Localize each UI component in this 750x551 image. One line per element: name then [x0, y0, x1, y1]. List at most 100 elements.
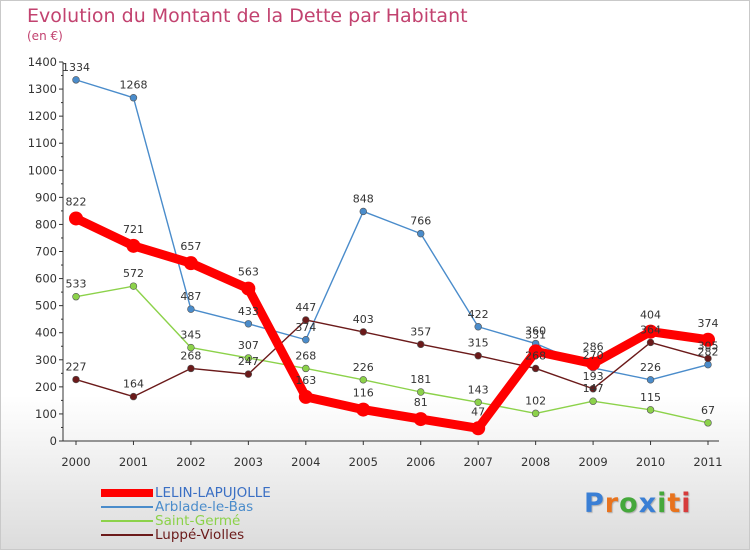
data-point — [302, 364, 310, 373]
data-point — [531, 364, 540, 373]
data-point — [72, 375, 80, 384]
data-point — [129, 392, 138, 401]
data-label: 433 — [238, 305, 259, 318]
y-tick-label: 700 — [35, 245, 57, 259]
logo-letter: x — [638, 488, 658, 519]
data-point — [474, 398, 482, 406]
x-tick-label: 2007 — [464, 455, 493, 469]
data-label: 331 — [525, 328, 546, 341]
data-point — [417, 388, 425, 396]
data-label: 226 — [353, 361, 374, 374]
data-label: 227 — [66, 361, 87, 374]
data-label: 315 — [468, 337, 489, 350]
legend-label: Arblade-le-Bas — [155, 499, 254, 515]
logo-letter: P — [584, 488, 605, 519]
y-tick-label: 200 — [35, 380, 57, 394]
series-line — [71, 213, 713, 433]
data-label: 268 — [180, 349, 201, 362]
series-saint-germ- — [72, 282, 712, 427]
chart-legend: LELIN-LAPUJOLLE Arblade-le-Bas Saint-Germé… — [101, 486, 271, 542]
data-point — [359, 328, 367, 336]
data-point — [298, 389, 313, 404]
y-tick-label: 1400 — [28, 55, 57, 69]
x-tick-label: 2000 — [61, 455, 90, 469]
data-point — [183, 256, 198, 271]
data-point — [589, 385, 597, 393]
chart-title: Evolution du Montant de la Dette par Hab… — [27, 5, 468, 27]
data-label: 657 — [180, 240, 201, 253]
data-label: 163 — [295, 374, 316, 387]
data-label: 345 — [180, 329, 201, 342]
data-point — [701, 332, 715, 347]
data-label: 403 — [353, 313, 374, 326]
data-point — [704, 419, 712, 427]
data-label: 766 — [410, 215, 431, 228]
data-point — [72, 293, 80, 301]
legend-swatch — [101, 506, 153, 508]
data-point — [474, 352, 482, 360]
data-point — [69, 211, 83, 226]
y-tick-label: 0 — [50, 434, 57, 448]
legend-item: LELIN-LAPUJOLLE — [101, 486, 271, 500]
y-tick-label: 400 — [35, 326, 57, 340]
data-label: 247 — [238, 355, 259, 368]
data-label: 67 — [701, 404, 715, 417]
data-label: 404 — [640, 309, 661, 322]
y-tick-label: 1100 — [28, 136, 57, 150]
data-point — [646, 376, 655, 384]
legend-label: LELIN-LAPUJOLLE — [155, 485, 271, 501]
data-label: 357 — [410, 325, 431, 338]
series-line — [75, 79, 709, 381]
data-point — [359, 376, 367, 384]
data-point — [302, 316, 310, 324]
data-point — [244, 370, 253, 378]
data-point — [646, 406, 655, 414]
chart-subtitle: (en €) — [27, 29, 63, 43]
data-label: 572 — [123, 267, 144, 280]
data-point — [417, 229, 425, 238]
data-point — [187, 364, 195, 373]
x-tick-label: 2006 — [406, 455, 435, 469]
data-label: 47 — [471, 405, 485, 418]
data-point — [129, 282, 138, 290]
data-point — [471, 421, 486, 436]
data-label: 848 — [353, 192, 374, 205]
x-tick-label: 2008 — [521, 455, 550, 469]
data-point — [586, 356, 601, 371]
y-tick-label: 1300 — [28, 82, 57, 96]
y-tick-label: 1200 — [28, 109, 57, 123]
data-label: 226 — [640, 361, 661, 374]
data-point — [646, 338, 655, 347]
series-line — [75, 285, 709, 424]
data-label: 102 — [525, 394, 546, 407]
data-point — [417, 340, 425, 349]
y-tick-label: 800 — [35, 217, 57, 231]
x-tick-label: 2009 — [578, 455, 607, 469]
series-line — [75, 319, 709, 398]
legend-item: Saint-Germé — [101, 514, 271, 528]
data-label: 268 — [295, 349, 316, 362]
data-label: 143 — [468, 383, 489, 396]
data-point — [704, 354, 712, 363]
data-label: 268 — [525, 349, 546, 362]
data-label: 422 — [468, 308, 489, 321]
data-label: 286 — [583, 341, 604, 354]
data-point — [528, 344, 543, 359]
data-point — [244, 320, 253, 328]
x-tick-label: 2003 — [234, 455, 263, 469]
y-tick-label: 300 — [35, 353, 57, 367]
y-tick-label: 500 — [35, 299, 57, 313]
x-tick-label: 2011 — [693, 455, 722, 469]
data-point — [413, 412, 428, 427]
data-label: 563 — [238, 266, 259, 279]
data-label: 1268 — [119, 79, 147, 92]
data-label: 487 — [180, 290, 201, 303]
data-label: 282 — [698, 346, 719, 359]
data-point — [244, 354, 253, 362]
logo-letter: t — [667, 488, 682, 519]
data-label: 115 — [640, 391, 661, 404]
proxiti-logo: Proxiti — [584, 488, 692, 519]
data-label: 164 — [123, 378, 144, 391]
y-tick-label: 600 — [35, 272, 57, 286]
